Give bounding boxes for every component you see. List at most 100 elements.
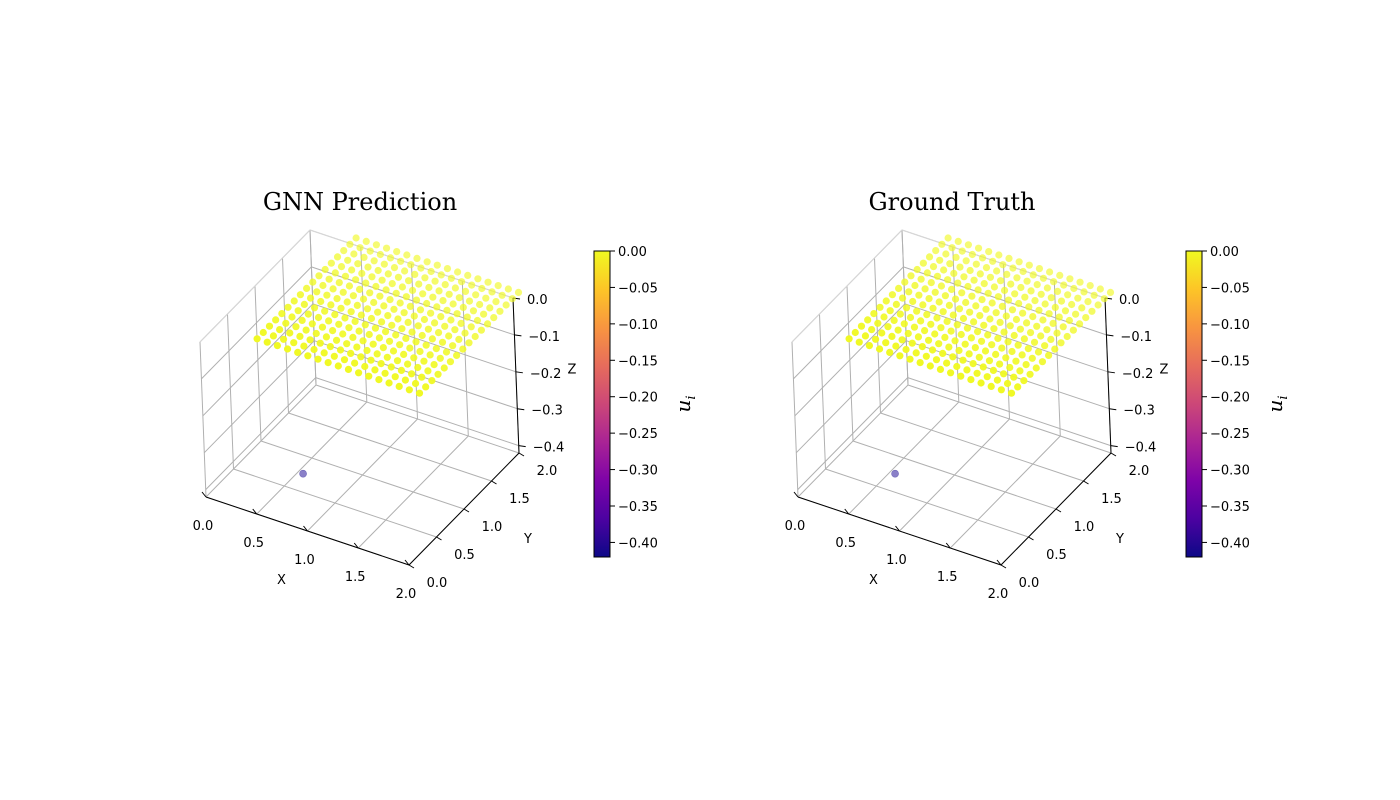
z-tick-mark bbox=[514, 334, 522, 337]
data-point bbox=[306, 336, 314, 344]
data-point bbox=[433, 261, 441, 269]
data-point bbox=[916, 359, 924, 367]
data-point bbox=[345, 282, 354, 290]
data-point bbox=[951, 337, 959, 345]
data-point bbox=[913, 265, 921, 274]
pane-top-edge bbox=[791, 229, 1106, 343]
data-point bbox=[394, 315, 402, 323]
data-point bbox=[282, 319, 290, 327]
data-point bbox=[389, 347, 398, 355]
data-point bbox=[455, 335, 463, 343]
data-point bbox=[996, 318, 1004, 326]
data-point bbox=[932, 247, 940, 255]
data-point bbox=[424, 325, 432, 333]
data-point bbox=[437, 271, 445, 279]
data-point bbox=[368, 273, 376, 281]
y-tick-mark bbox=[1028, 536, 1034, 541]
data-point bbox=[341, 272, 350, 280]
data-point bbox=[989, 257, 997, 265]
data-point bbox=[913, 307, 921, 315]
data-point bbox=[378, 318, 386, 326]
data-point bbox=[361, 321, 369, 329]
data-point bbox=[880, 313, 888, 321]
colorbar-tick-label: −0.05 bbox=[1210, 281, 1250, 296]
data-point bbox=[998, 302, 1006, 310]
data-point bbox=[970, 276, 978, 284]
data-point bbox=[414, 363, 422, 372]
data-point bbox=[354, 260, 362, 268]
chart-title: Ground Truth bbox=[868, 188, 1035, 216]
y-axis-label: Y bbox=[523, 532, 532, 547]
data-point bbox=[416, 347, 424, 356]
data-point bbox=[1008, 306, 1017, 314]
data-point bbox=[1043, 284, 1051, 292]
z-ticks: 0.0 −0.1 −0.2 −0.3 −0.4 bbox=[512, 293, 564, 456]
data-point bbox=[303, 284, 311, 292]
colorbar-tick-label: 0.00 bbox=[618, 245, 647, 260]
data-point bbox=[1063, 332, 1071, 341]
colorbar-tick-label: −0.15 bbox=[1210, 354, 1250, 369]
colorbar: 0.00 −0.05 −0.10 −0.15 −0.20 −0.25 −0.30 −0.35 −… bbox=[1185, 245, 1291, 558]
data-point bbox=[302, 326, 310, 334]
data-point bbox=[1065, 316, 1074, 325]
data-point bbox=[445, 290, 453, 298]
data-point bbox=[290, 297, 298, 305]
data-point bbox=[986, 273, 995, 281]
x-ticks: 0.0 0.5 1.0 1.5 2.0 bbox=[193, 491, 416, 602]
data-point bbox=[343, 298, 351, 306]
y-tick-mark bbox=[491, 480, 497, 485]
colorbar-tick-label: −0.30 bbox=[1210, 464, 1250, 479]
data-point bbox=[457, 278, 466, 286]
data-point bbox=[353, 301, 361, 309]
data-point bbox=[482, 294, 490, 302]
data-point bbox=[336, 346, 345, 354]
y-tick-label: 1.5 bbox=[1101, 492, 1122, 507]
data-point bbox=[1008, 347, 1016, 356]
data-point bbox=[426, 351, 434, 359]
x-tick-mark bbox=[895, 525, 900, 532]
data-point bbox=[954, 279, 962, 287]
data-point bbox=[898, 294, 907, 302]
data-point bbox=[365, 372, 373, 380]
data-point bbox=[953, 362, 961, 371]
data-point bbox=[366, 289, 374, 297]
y-tick-label: 2.0 bbox=[1129, 464, 1150, 479]
data-point bbox=[965, 350, 973, 358]
data-point bbox=[896, 352, 904, 360]
data-point bbox=[376, 292, 384, 300]
data-point bbox=[1034, 348, 1043, 356]
data-point bbox=[1041, 342, 1049, 350]
data-point bbox=[845, 335, 853, 343]
data-point bbox=[949, 353, 957, 361]
data-point bbox=[442, 348, 451, 356]
data-point bbox=[1051, 345, 1059, 353]
data-point bbox=[449, 342, 457, 350]
data-point bbox=[933, 272, 942, 280]
data-point bbox=[1010, 373, 1018, 381]
z-axis-label: Z bbox=[568, 363, 577, 378]
data-point bbox=[964, 282, 972, 291]
data-point bbox=[1049, 278, 1058, 286]
data-point bbox=[1069, 326, 1077, 334]
x-tick-label: 1.0 bbox=[886, 553, 907, 568]
y-axis-label: Y bbox=[1115, 532, 1124, 547]
data-point bbox=[420, 357, 428, 365]
data-point bbox=[294, 348, 302, 356]
data-point bbox=[321, 307, 329, 315]
data-point bbox=[418, 331, 426, 340]
data-point bbox=[428, 377, 436, 385]
data-point bbox=[959, 356, 967, 364]
x-tick-mark bbox=[252, 508, 258, 515]
data-point bbox=[386, 296, 394, 304]
data-point bbox=[408, 328, 416, 336]
y-tick-label: 1.0 bbox=[482, 520, 503, 535]
x-ticks: 0.0 0.5 1.0 1.5 2.0 bbox=[785, 491, 1008, 602]
data-point bbox=[943, 359, 951, 367]
colorbar-tick-label: −0.05 bbox=[618, 281, 658, 296]
y-tick-label: 0.0 bbox=[427, 576, 448, 591]
data-point bbox=[1014, 341, 1022, 349]
data-point bbox=[425, 283, 433, 292]
data-point bbox=[950, 269, 958, 277]
data-point bbox=[445, 332, 453, 340]
data-point bbox=[304, 352, 312, 360]
